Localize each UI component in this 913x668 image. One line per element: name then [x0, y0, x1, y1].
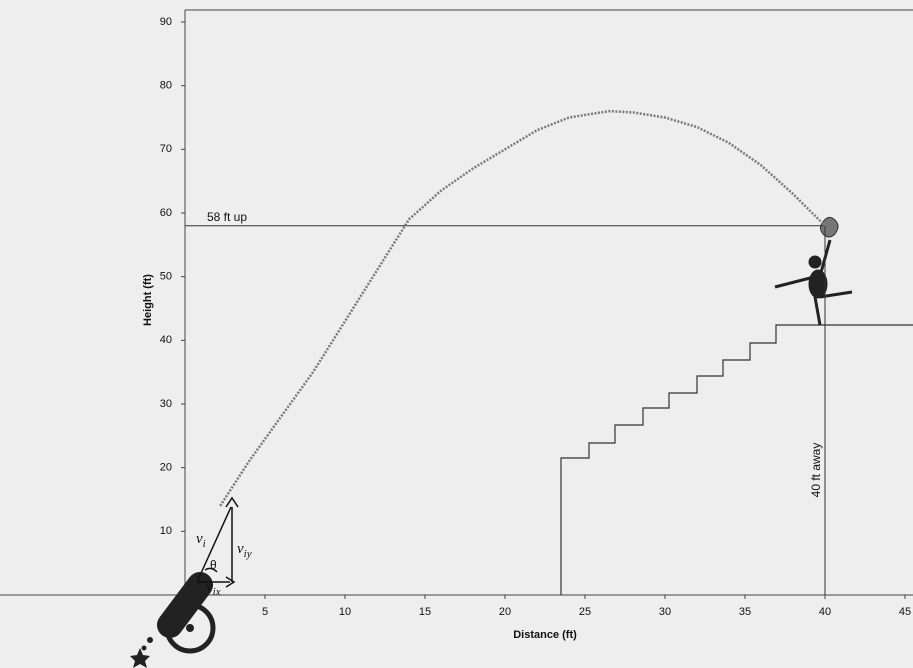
angle-label: θ — [210, 558, 217, 572]
x-tick-label: 40 — [819, 606, 831, 618]
v-ix-base: v — [206, 579, 213, 595]
v-ix-sub: ix — [213, 586, 221, 598]
v-i-label: vi — [196, 531, 206, 549]
person — [774, 239, 853, 326]
x-tick-label: 30 — [659, 606, 671, 618]
v-i-sub: i — [203, 538, 206, 550]
y-tick-label: 40 — [160, 334, 172, 346]
y-axis-label: Height (ft) — [142, 274, 154, 326]
reference-label: 40 ft away — [809, 443, 823, 498]
v-i-base: v — [196, 531, 203, 547]
y-tick-label: 50 — [160, 271, 172, 283]
y-tick-label: 90 — [160, 16, 172, 28]
x-tick-label: 5 — [262, 606, 268, 618]
reference-label: 58 ft up — [207, 210, 247, 224]
vectors — [196, 496, 239, 588]
v-iy-label: viy — [237, 541, 252, 559]
x-tick-label: 15 — [419, 606, 431, 618]
y-tick-label: 30 — [160, 398, 172, 410]
v-iy-base: v — [237, 541, 244, 557]
v-iy-sub: iy — [244, 548, 252, 560]
cannon — [130, 572, 216, 668]
x-tick-label: 25 — [579, 606, 591, 618]
x-tick-label: 10 — [339, 606, 351, 618]
y-tick-label: 10 — [160, 525, 172, 537]
x-tick-label: 20 — [499, 606, 511, 618]
x-tick-label: 45 — [899, 606, 911, 618]
trajectory — [219, 109, 826, 507]
v-ix-label: vix — [206, 579, 221, 597]
y-tick-label: 20 — [160, 462, 172, 474]
y-tick-label: 60 — [160, 207, 172, 219]
y-tick-label: 70 — [160, 143, 172, 155]
x-axis-label: Distance (ft) — [513, 629, 577, 641]
x-tick-label: 35 — [739, 606, 751, 618]
stairs — [560, 324, 913, 595]
y-tick-label: 80 — [160, 80, 172, 92]
